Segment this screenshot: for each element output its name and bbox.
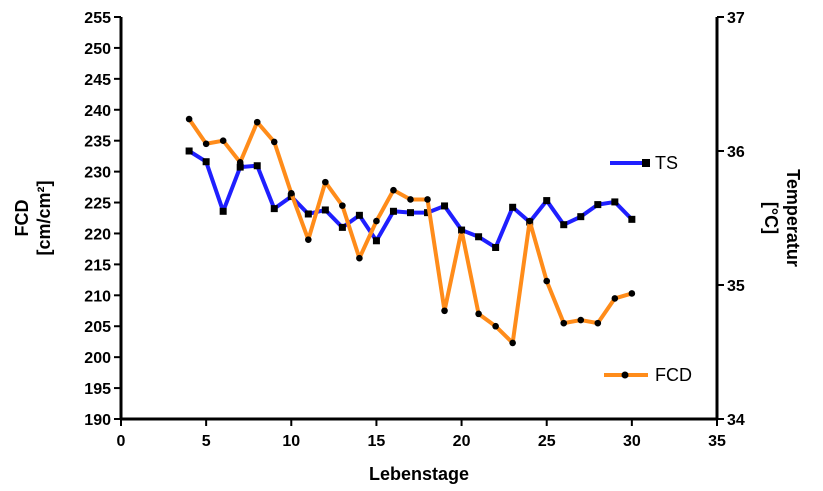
- series-ts-point: [270, 205, 278, 213]
- series-fcd: [185, 115, 636, 347]
- legend-ts-label: TS: [655, 153, 678, 173]
- series-ts: [185, 147, 636, 251]
- series-fcd-point: [322, 178, 329, 186]
- y-left-tick-label: 245: [84, 72, 111, 89]
- series-ts-point: [441, 202, 449, 210]
- series-fcd-point: [628, 290, 636, 297]
- y-left-tick-label: 250: [84, 41, 111, 58]
- legend-fcd: FCD: [604, 365, 692, 385]
- series-ts-point: [236, 163, 244, 171]
- x-tick-label: 0: [117, 433, 126, 450]
- series-fcd-point: [492, 322, 499, 330]
- y-left-tick-label: 200: [84, 350, 111, 367]
- series-ts-point: [338, 223, 346, 231]
- series-ts-point: [560, 221, 568, 229]
- y-left-tick-label: 255: [84, 10, 111, 27]
- series-fcd-point: [373, 217, 380, 225]
- series-fcd-point: [219, 137, 227, 144]
- series-fcd-point: [407, 196, 414, 203]
- y-left-tick-label: 190: [84, 412, 111, 429]
- x-tick-label: 10: [282, 433, 300, 450]
- series-ts-point: [594, 201, 602, 209]
- series-ts-point: [372, 237, 380, 245]
- legend: TS FCD: [604, 153, 692, 385]
- series-fcd-point: [390, 186, 397, 194]
- y-left-tick-label: 240: [84, 103, 111, 120]
- series-layer: [185, 115, 636, 347]
- y-left-tick-label: 225: [84, 196, 111, 213]
- series-ts-point: [611, 198, 619, 206]
- series-fcd-point: [424, 196, 431, 203]
- x-tick-label: 25: [538, 433, 556, 450]
- series-fcd-point: [339, 202, 346, 209]
- legend-fcd-label: FCD: [655, 365, 692, 385]
- y-right-tick-label: 36: [727, 144, 745, 161]
- series-fcd-point: [270, 138, 278, 146]
- y-axis-right-title-line2: [°C]: [761, 202, 781, 234]
- y-right-tick-label: 35: [727, 278, 745, 295]
- y-axis-left-title: FCD [cm/cm²]: [12, 180, 54, 255]
- series-ts-point: [492, 243, 500, 251]
- y-left-tick-label: 235: [84, 134, 111, 151]
- x-axis-title: Lebenstage: [369, 464, 469, 484]
- y-left-tick-label: 215: [84, 257, 111, 274]
- series-fcd-line: [187, 117, 633, 345]
- series-fcd-point: [202, 140, 210, 148]
- ticks: 0 5 10 15 20 25 30 35 190 195 200 205 210 215 220 225 23…: [84, 10, 745, 450]
- series-ts-point: [543, 197, 551, 205]
- series-fcd-point: [594, 319, 602, 327]
- series-fcd-point: [526, 217, 533, 225]
- series-ts-point: [219, 207, 227, 215]
- series-ts-point: [321, 206, 329, 214]
- series-fcd-point: [356, 254, 363, 262]
- series-fcd-point: [441, 307, 448, 315]
- series-fcd-point: [475, 310, 482, 318]
- series-fcd-point: [458, 227, 465, 234]
- y-left-tick-label: 230: [84, 165, 111, 182]
- series-fcd-point: [185, 115, 193, 123]
- series-fcd-point: [253, 118, 261, 126]
- y-left-tick-label: 195: [84, 381, 111, 398]
- series-ts-point: [253, 162, 261, 170]
- y-left-tick-label: 220: [84, 226, 111, 243]
- y-axis-right-title: Temperatur [°C]: [761, 169, 803, 267]
- series-ts-point: [509, 203, 517, 211]
- series-fcd-point: [560, 319, 568, 327]
- series-ts-point: [185, 147, 193, 155]
- x-tick-label: 20: [453, 433, 471, 450]
- legend-fcd-marker: [621, 371, 629, 379]
- legend-ts-marker: [642, 159, 650, 167]
- x-tick-label: 35: [708, 433, 726, 450]
- y-axis-left-title-line2: [cm/cm²]: [34, 180, 54, 255]
- series-ts-point: [304, 210, 312, 218]
- series-fcd-point: [236, 159, 244, 166]
- series-ts-point: [406, 209, 414, 217]
- y-axis-right-title-line1: Temperatur: [783, 169, 803, 267]
- x-tick-label: 30: [623, 433, 641, 450]
- series-ts-point: [475, 233, 483, 241]
- series-fcd-point: [509, 339, 516, 347]
- y-right-tick-label: 37: [727, 10, 745, 27]
- series-fcd-point: [611, 295, 619, 302]
- series-ts-point: [355, 211, 363, 219]
- y-right-tick-label: 34: [727, 412, 745, 429]
- series-fcd-point: [287, 189, 295, 197]
- y-left-tick-label: 205: [84, 319, 111, 336]
- x-tick-label: 5: [202, 433, 211, 450]
- axes: [119, 17, 719, 421]
- series-fcd-point: [305, 236, 312, 243]
- y-left-tick-label: 210: [84, 288, 111, 305]
- series-ts-point: [577, 213, 585, 221]
- series-fcd-point: [577, 316, 585, 324]
- series-fcd-point: [543, 277, 551, 285]
- x-tick-label: 15: [368, 433, 386, 450]
- legend-ts: TS: [610, 153, 678, 173]
- series-ts-point: [389, 207, 397, 215]
- y-axis-left-title-line1: FCD: [12, 200, 32, 237]
- series-ts-point: [628, 215, 636, 223]
- series-ts-point: [202, 158, 210, 166]
